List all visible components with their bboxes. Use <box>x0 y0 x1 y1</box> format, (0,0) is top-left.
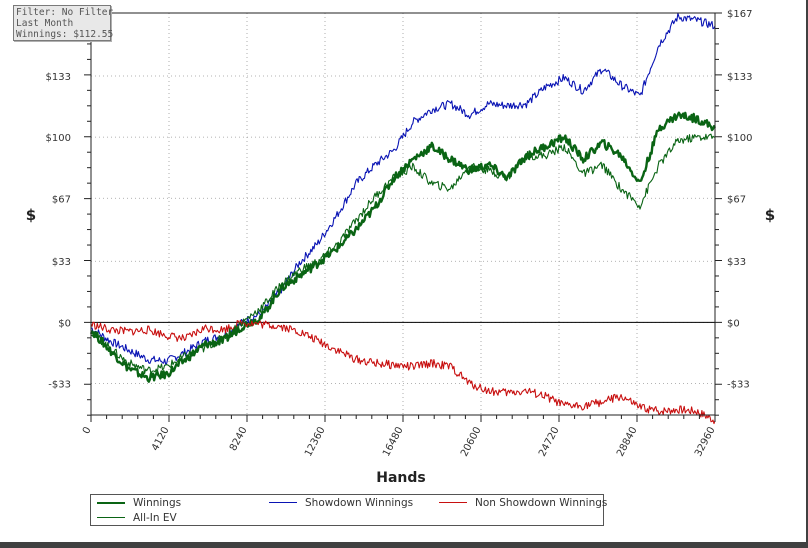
x-axis-title: Hands <box>376 470 426 486</box>
grid-lines <box>91 13 715 415</box>
series-line-non-showdown-winnings <box>90 319 716 425</box>
y-tick-label-left: -$33 <box>48 380 71 391</box>
legend-label: Showdown Winnings <box>305 497 414 509</box>
x-tick-label: 16480 <box>381 425 406 458</box>
y-tick-label-right: $100 <box>727 133 752 144</box>
legend-swatch <box>97 517 125 519</box>
series-lines <box>89 12 717 425</box>
x-tick-label: 4120 <box>150 425 172 453</box>
y-tick-label-right: $0 <box>727 318 740 329</box>
legend-label: Winnings <box>133 497 182 509</box>
x-tick-labels: 0 4120 8240 12360 16480 20600 24720 28840 32960 <box>81 425 718 458</box>
y-axis-title-right: $ <box>765 206 775 224</box>
x-tick-label: 24720 <box>537 425 562 458</box>
y-tick-label-left: $133 <box>46 72 71 83</box>
left-y-tick-labels: $167$133$100$67$33$0-$33 <box>46 9 71 391</box>
x-tick-label: 32960 <box>693 425 718 458</box>
y-tick-label-right: $167 <box>727 9 752 20</box>
chart-legend: Winnings Showdown Winnings Non Showdown … <box>90 494 608 526</box>
axes <box>84 12 722 422</box>
y-tick-label-right: $133 <box>727 72 752 83</box>
y-tick-label-right: $33 <box>727 257 746 268</box>
x-tick-label: 8240 <box>228 425 250 453</box>
y-axis-title-left: $ <box>26 206 36 224</box>
legend-swatch <box>269 502 297 504</box>
series-line-all-in-ev <box>91 133 715 375</box>
y-tick-label-left: $0 <box>58 318 71 329</box>
series-line-showdown-winnings <box>90 12 716 365</box>
y-tick-label-right: $67 <box>727 194 746 205</box>
legend-label: Non Showdown Winnings <box>475 497 608 509</box>
legend-label: All-In EV <box>133 512 177 524</box>
y-tick-label-left: $67 <box>52 194 71 205</box>
legend-swatch <box>439 502 467 504</box>
x-tick-label: 12360 <box>303 425 328 458</box>
x-tick-label: 28840 <box>615 425 640 458</box>
legend-swatch <box>97 501 125 504</box>
period-line: Last Month <box>16 18 74 29</box>
y-tick-label-left: $33 <box>52 257 71 268</box>
x-tick-label: 20600 <box>459 425 484 458</box>
winnings-line: Winnings: $112.55 <box>16 29 114 40</box>
filter-info-box: Filter: No Filter Last Month Winnings: $… <box>13 5 114 41</box>
x-tick-label: 0 <box>81 425 94 436</box>
y-tick-label-right: -$33 <box>727 380 750 391</box>
y-tick-label-left: $100 <box>46 133 71 144</box>
right-y-tick-labels: $167 $133 $100 $67 $33 $0 -$33 <box>727 9 752 391</box>
filter-line: Filter: No Filter <box>16 7 114 18</box>
